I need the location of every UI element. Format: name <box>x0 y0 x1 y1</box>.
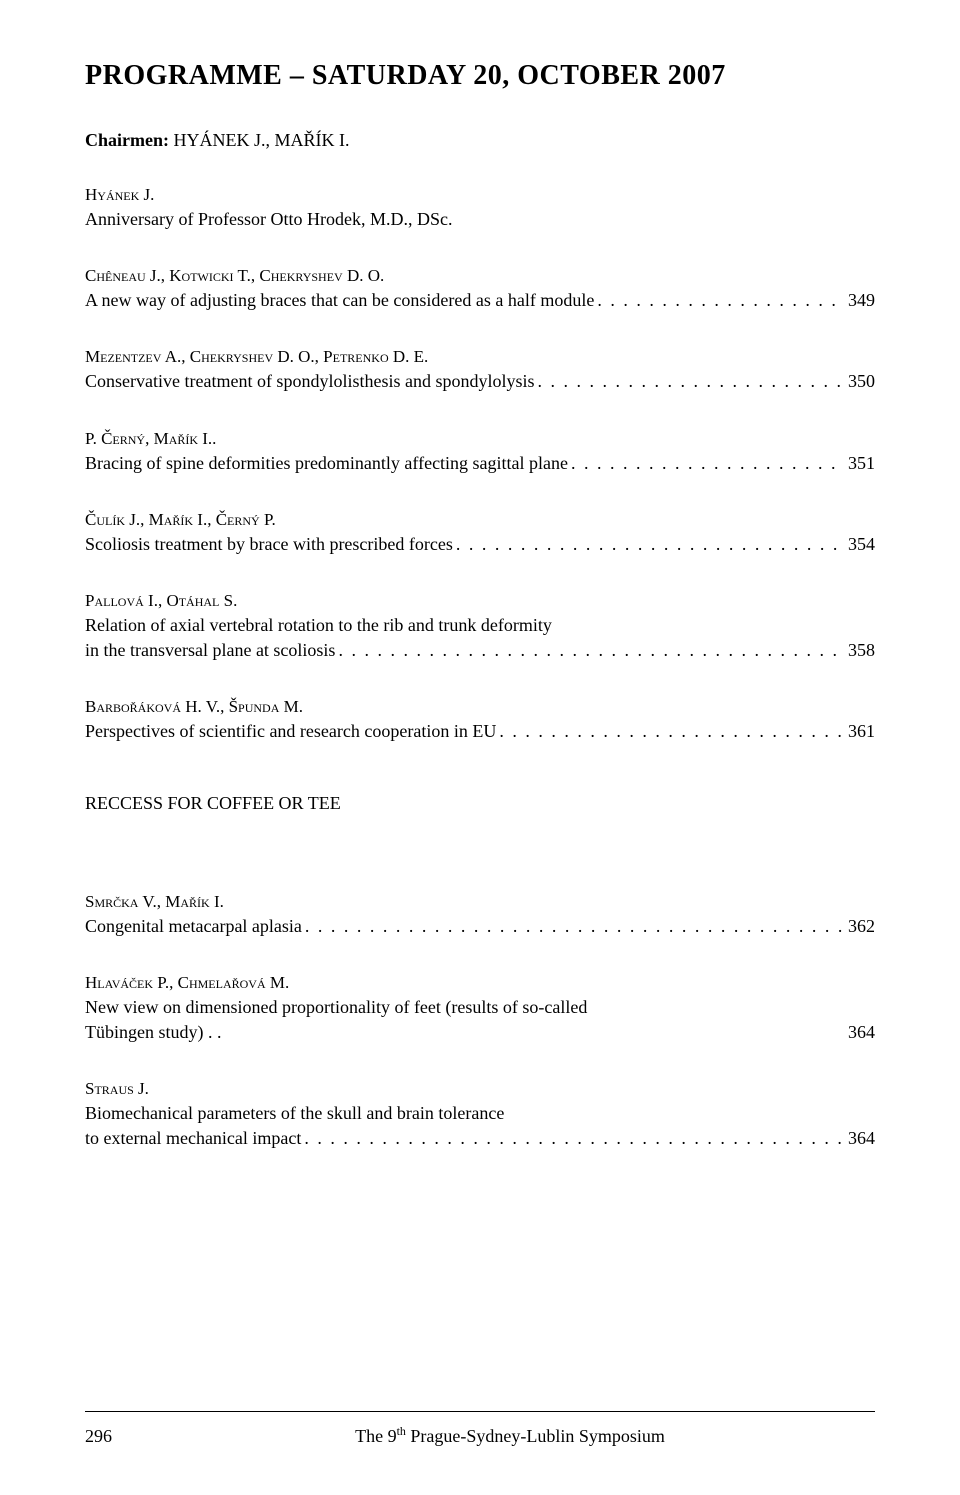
leader-dots: . . . . . . . . . . . . . . . . . . . . … <box>305 914 845 939</box>
entry-title-line: Biomechanical parameters of the skull an… <box>85 1101 875 1126</box>
entry-row: A new way of adjusting braces that can b… <box>85 288 875 313</box>
programme-entry: Chêneau J., Kotwicki T., Chekryshev D. O… <box>85 266 875 313</box>
programme-entry: Mezentzev A., Chekryshev D. O., Petrenko… <box>85 347 875 394</box>
programme-entry: Barbořáková H. V., Špunda M.Perspectives… <box>85 697 875 744</box>
entry-page: 361 <box>848 719 875 744</box>
entry-author: Hlaváček P., Chmelařová M. <box>85 973 875 993</box>
entry-author: Čulík J., Mařík I., Černý P. <box>85 510 875 530</box>
programme-entry: Pallová I., Otáhal S.Relation of axial v… <box>85 591 875 663</box>
entry-row: to external mechanical impact . . . . . … <box>85 1126 875 1151</box>
entry-page: 349 <box>848 288 875 313</box>
programme-entry: Smrčka V., Mařík I.Congenital metacarpal… <box>85 892 875 939</box>
chairmen-line: Chairmen: HYÁNEK J., MAŘÍK I. <box>85 130 875 151</box>
footer-title-sup: th <box>397 1424 406 1438</box>
entry-title: Perspectives of scientific and research … <box>85 719 496 744</box>
entry-title: to external mechanical impact <box>85 1126 301 1151</box>
entry-author: Pallová I., Otáhal S. <box>85 591 875 611</box>
entry-title: A new way of adjusting braces that can b… <box>85 288 594 313</box>
entry-page: 362 <box>848 914 875 939</box>
entry-title: Tübingen study) . . <box>85 1020 222 1045</box>
entry-row: in the transversal plane at scoliosis . … <box>85 638 875 663</box>
entry-title-line: Anniversary of Professor Otto Hrodek, M.… <box>85 207 875 232</box>
entries-list-2: Smrčka V., Mařík I.Congenital metacarpal… <box>85 892 875 1152</box>
entry-page: 364 <box>848 1126 875 1151</box>
leader-dots: . . . . . . . . . . . . . . . . . . . . … <box>338 638 845 663</box>
leader-dots: . . . . . . . . . . . . . . . . . . . . … <box>499 719 845 744</box>
footer-title-post: Prague-Sydney-Lublin Symposium <box>406 1426 665 1446</box>
page-footer: 296 The 9th Prague-Sydney-Lublin Symposi… <box>85 1411 875 1447</box>
entry-title: Bracing of spine deformities predominant… <box>85 451 568 476</box>
programme-entry: Hyánek J.Anniversary of Professor Otto H… <box>85 185 875 232</box>
programme-entry: Hlaváček P., Chmelařová M.New view on di… <box>85 973 875 1045</box>
entry-row: Scoliosis treatment by brace with prescr… <box>85 532 875 557</box>
recess-heading: RECCESS FOR COFFEE OR TEE <box>85 793 875 814</box>
entry-row: Perspectives of scientific and research … <box>85 719 875 744</box>
programme-entry: P. Černý, Mařík I..Bracing of spine defo… <box>85 429 875 476</box>
entry-title: in the transversal plane at scoliosis <box>85 638 335 663</box>
leader-dots: . . . . . . . . . . . . . . . . . . . . … <box>537 369 845 394</box>
page-title: PROGRAMME – SATURDAY 20, OCTOBER 2007 <box>85 60 875 92</box>
entry-page: 358 <box>848 638 875 663</box>
entry-title-line: New view on dimensioned proportionality … <box>85 995 875 1020</box>
entry-author: Mezentzev A., Chekryshev D. O., Petrenko… <box>85 347 875 367</box>
entry-row: Congenital metacarpal aplasia . . . . . … <box>85 914 875 939</box>
chairmen-label: Chairmen: <box>85 130 169 150</box>
chairmen-names: HYÁNEK J., MAŘÍK I. <box>169 130 350 150</box>
leader-dots: . . . . . . . . . . . . . . . . . . . . … <box>456 532 845 557</box>
programme-entry: Čulík J., Mařík I., Černý P.Scoliosis tr… <box>85 510 875 557</box>
entry-row: Tübingen study) . . 364 <box>85 1020 875 1045</box>
footer-title: The 9th Prague-Sydney-Lublin Symposium <box>145 1424 875 1447</box>
entry-author: Barbořáková H. V., Špunda M. <box>85 697 875 717</box>
entry-author: Chêneau J., Kotwicki T., Chekryshev D. O… <box>85 266 875 286</box>
entry-author: Hyánek J. <box>85 185 875 205</box>
entry-page: 350 <box>848 369 875 394</box>
entry-page: 364 <box>848 1020 875 1045</box>
entry-title-line: Relation of axial vertebral rotation to … <box>85 613 875 638</box>
entry-title: Conservative treatment of spondylolisthe… <box>85 369 534 394</box>
entry-author: Smrčka V., Mařík I. <box>85 892 875 912</box>
programme-entry: Straus J.Biomechanical parameters of the… <box>85 1079 875 1151</box>
entry-author: P. Černý, Mařík I.. <box>85 429 875 449</box>
entry-page: 351 <box>848 451 875 476</box>
entry-title: Congenital metacarpal aplasia <box>85 914 302 939</box>
entry-row: Bracing of spine deformities predominant… <box>85 451 875 476</box>
entry-title: Scoliosis treatment by brace with prescr… <box>85 532 453 557</box>
entries-list: Hyánek J.Anniversary of Professor Otto H… <box>85 185 875 745</box>
entry-author: Straus J. <box>85 1079 875 1099</box>
leader-dots: . . . . . . . . . . . . . . . . . . . . … <box>597 288 845 313</box>
leader-dots: . . . . . . . . . . . . . . . . . . . . … <box>571 451 845 476</box>
leader-dots: . . . . . . . . . . . . . . . . . . . . … <box>304 1126 845 1151</box>
entry-page: 354 <box>848 532 875 557</box>
footer-title-pre: The 9 <box>355 1426 396 1446</box>
entry-row: Conservative treatment of spondylolisthe… <box>85 369 875 394</box>
